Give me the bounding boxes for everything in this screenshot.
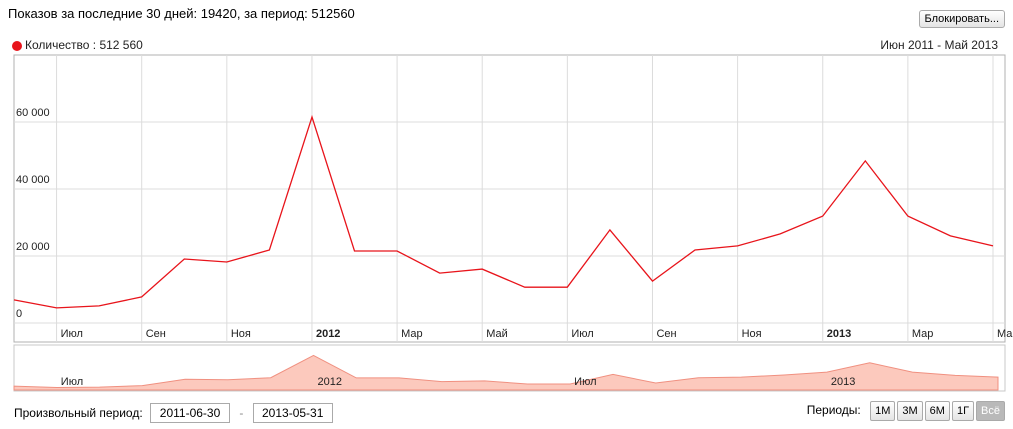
x-tick-label: Июл <box>61 328 83 340</box>
navigator-label: Июл <box>574 376 596 388</box>
x-tick-label: Сен <box>146 328 166 340</box>
navigator-area <box>13 354 999 391</box>
y-tick-label: 20 000 <box>16 241 50 253</box>
series-line <box>13 114 994 309</box>
period-button[interactable]: 3М <box>897 401 923 421</box>
navigator-label: 2013 <box>831 376 855 388</box>
period-button[interactable]: 1М <box>870 401 896 421</box>
x-tick-label: Ноя <box>742 328 762 340</box>
custom-period-label: Произвольный период: <box>14 406 143 420</box>
periods-label: Периоды: <box>806 403 861 417</box>
navigator-label: 2012 <box>317 376 341 388</box>
x-tick-label: 2012 <box>316 328 340 340</box>
legend-marker <box>12 41 22 51</box>
y-tick-label: 0 <box>16 308 22 320</box>
period-button[interactable]: 1Г <box>951 401 975 421</box>
x-tick-label: Май <box>997 328 1013 340</box>
header-title: Показов за последние 30 дней: 19420, за … <box>8 6 355 21</box>
y-tick-label: 40 000 <box>16 174 50 186</box>
block-button[interactable]: Блокировать... <box>918 10 1005 28</box>
custom-period: Произвольный период: 2011-06-30 - 2013-0… <box>14 403 333 423</box>
date-separator: - <box>239 406 244 420</box>
x-tick-label: 2013 <box>827 328 851 340</box>
periods: Периоды: 1М 3М 6М 1Г Всё <box>807 401 1005 421</box>
x-tick-label: Май <box>486 328 508 340</box>
chart-subtitle: Июн 2011 - Май 2013 <box>880 38 998 52</box>
plot-frame <box>13 54 1006 343</box>
x-tick-label: Июл <box>571 328 593 340</box>
x-tick-label: Сен <box>656 328 676 340</box>
y-tick-label: 60 000 <box>16 107 50 119</box>
x-tick-label: Мар <box>912 328 934 340</box>
period-button[interactable]: Всё <box>976 401 1005 421</box>
date-from[interactable]: 2011-06-30 <box>150 403 231 423</box>
navigator-frame <box>13 344 1006 392</box>
legend-label[interactable]: Количество : 512 560 <box>25 38 143 52</box>
x-tick-label: Мар <box>401 328 423 340</box>
date-to[interactable]: 2013-05-31 <box>252 403 333 423</box>
period-button[interactable]: 6М <box>924 401 950 421</box>
navigator-label: Июл <box>61 376 83 388</box>
x-tick-label: Ноя <box>231 328 251 340</box>
